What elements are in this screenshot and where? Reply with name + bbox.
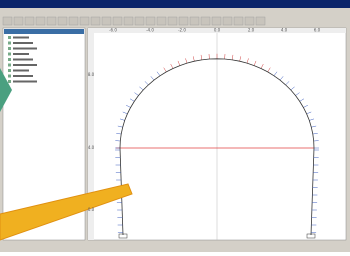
toolbar-button: [168, 17, 177, 25]
toolbar-button: [201, 17, 210, 25]
tree-label: [13, 42, 33, 44]
toolbar-button: [91, 17, 100, 25]
toolbar-button: [179, 17, 188, 25]
toolbar-button: [58, 17, 67, 25]
toolbar-button: [223, 17, 232, 25]
tree-icon: [8, 64, 11, 67]
tree-label: [13, 64, 37, 66]
toolbar-button: [3, 17, 12, 25]
toolbar-button: [25, 17, 34, 25]
ruler-label: 6.0: [314, 28, 321, 33]
ruler-label: 2.0: [248, 28, 255, 33]
toolbar-button: [80, 17, 89, 25]
toolbar-button: [124, 17, 133, 25]
tree-icon: [8, 80, 11, 83]
tree-icon: [8, 47, 11, 50]
status-bar: [0, 241, 350, 252]
toolbar-button: [113, 17, 122, 25]
ruler-label: 4.0: [281, 28, 288, 33]
ruler-label: 8.0: [88, 72, 95, 77]
toolbar-button: [69, 17, 78, 25]
tree-icon: [8, 42, 11, 45]
ruler-label: -4.0: [146, 28, 154, 33]
ruler-label: -2.0: [178, 28, 186, 33]
toolbar-button: [47, 17, 56, 25]
tree-label: [13, 37, 29, 39]
app-window: -6.0 -4.0 -2.0 0.0 2.0 4.0 6.0 8.0 4.0 0.0: [0, 0, 350, 252]
toolbar-button: [212, 17, 221, 25]
toolbar-button: [234, 17, 243, 25]
menu-bar[interactable]: [0, 8, 350, 15]
tree-label: [13, 75, 33, 77]
tree-icon: [8, 69, 11, 72]
tree-label: [13, 53, 29, 55]
tree-icon: [8, 58, 11, 61]
tree-label: [13, 81, 37, 83]
toolbar-button: [157, 17, 166, 25]
toolbar-button: [36, 17, 45, 25]
toolbar-button: [135, 17, 144, 25]
tree-icon: [8, 53, 11, 56]
tree-label: [13, 48, 37, 50]
tree-icon: [8, 36, 11, 39]
ruler-label: -6.0: [109, 28, 117, 33]
tree-label: [13, 70, 29, 72]
tree-root[interactable]: [4, 29, 84, 34]
ruler-label: 0.0: [214, 28, 221, 33]
tree-icon: [8, 75, 11, 78]
toolbar-button: [146, 17, 155, 25]
title-bar: [0, 0, 350, 8]
ruler-label: 4.0: [88, 145, 95, 150]
toolbar-button: [256, 17, 265, 25]
toolbar-button: [245, 17, 254, 25]
toolbar-button: [102, 17, 111, 25]
toolbar-button: [190, 17, 199, 25]
tree-label: [13, 59, 33, 61]
toolbar-button: [14, 17, 23, 25]
ruler-label: 0.0: [88, 207, 95, 212]
